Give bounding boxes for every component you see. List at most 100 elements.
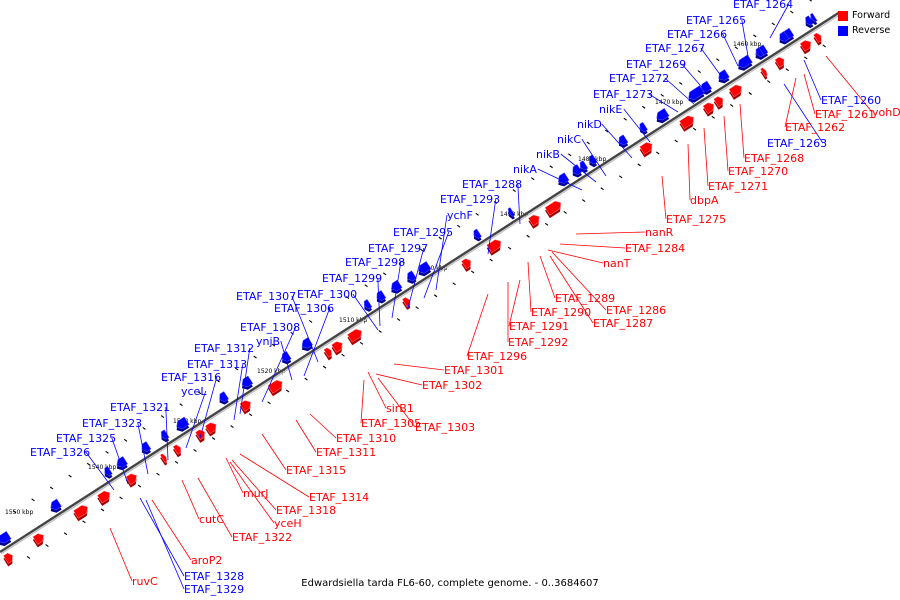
reverse-gene-arrow[interactable] [688, 85, 705, 100]
reverse-gene-label[interactable]: ychF [447, 209, 473, 222]
reverse-gene-label[interactable]: ETAF_1297 [368, 242, 428, 255]
forward-gene-label[interactable]: ETAF_1292 [508, 336, 568, 349]
forward-gene-arrow[interactable] [799, 40, 812, 52]
forward-gene-label[interactable]: nanT [603, 257, 631, 270]
forward-gene-arrow[interactable] [3, 552, 13, 564]
forward-gene-arrow[interactable] [331, 341, 343, 353]
forward-gene-arrow[interactable] [461, 258, 471, 270]
forward-gene-arrow[interactable] [195, 429, 205, 441]
forward-gene-label[interactable]: ETAF_1303 [415, 421, 475, 434]
forward-gene-label[interactable]: ETAF_1275 [666, 213, 726, 226]
forward-gene-label[interactable]: cutC [199, 513, 224, 526]
reverse-gene-arrow[interactable] [810, 12, 818, 23]
forward-gene-arrow[interactable] [679, 115, 694, 130]
reverse-gene-label[interactable]: ynjB [256, 335, 280, 348]
forward-gene-label[interactable]: yceH [274, 517, 302, 530]
reverse-gene-arrow[interactable] [558, 172, 570, 184]
forward-gene-arrow[interactable] [159, 453, 168, 463]
reverse-gene-label[interactable]: ETAF_1299 [322, 272, 382, 285]
forward-gene-label[interactable]: dbpA [690, 194, 719, 207]
forward-gene-label[interactable]: ETAF_1296 [467, 350, 527, 363]
reverse-gene-label[interactable]: ETAF_1267 [645, 42, 705, 55]
forward-gene-label[interactable]: yohD [872, 106, 900, 119]
reverse-gene-arrow[interactable] [718, 69, 730, 81]
reverse-gene-arrow[interactable] [376, 289, 387, 301]
reverse-gene-label[interactable]: nikA [513, 163, 537, 176]
forward-gene-label[interactable]: ETAF_1322 [232, 531, 292, 544]
reverse-gene-arrow[interactable] [639, 121, 649, 132]
forward-gene-arrow[interactable] [347, 328, 362, 343]
forward-gene-label[interactable]: ETAF_1289 [555, 292, 615, 305]
reverse-gene-arrow[interactable] [418, 260, 432, 274]
reverse-gene-label[interactable]: ETAF_1272 [609, 72, 669, 85]
reverse-gene-arrow[interactable] [737, 54, 753, 69]
forward-gene-label[interactable]: ETAF_1311 [316, 446, 376, 459]
reverse-gene-arrow[interactable] [507, 207, 516, 217]
reverse-gene-arrow[interactable] [618, 134, 629, 146]
forward-gene-label[interactable]: aroP2 [191, 554, 222, 567]
reverse-gene-arrow[interactable] [579, 160, 589, 171]
forward-gene-label[interactable]: ETAF_1318 [276, 504, 336, 517]
forward-gene-arrow[interactable] [239, 400, 251, 412]
reverse-gene-arrow[interactable] [779, 31, 790, 42]
reverse-gene-label[interactable]: ETAF_1306 [274, 302, 334, 315]
reverse-gene-label[interactable]: ETAF_1266 [667, 28, 727, 41]
forward-gene-label[interactable]: ETAF_1290 [531, 306, 591, 319]
forward-gene-label[interactable]: ETAF_1270 [728, 165, 788, 178]
reverse-gene-arrow[interactable] [301, 337, 314, 349]
forward-gene-label[interactable]: ETAF_1310 [336, 432, 396, 445]
reverse-gene-label[interactable]: nikD [577, 118, 602, 131]
reverse-gene-label[interactable]: ETAF_1269 [626, 58, 686, 71]
forward-gene-label[interactable]: ETAF_1301 [444, 364, 504, 377]
forward-gene-arrow[interactable] [728, 84, 742, 98]
forward-gene-label[interactable]: sirB1 [386, 402, 414, 415]
reverse-gene-label[interactable]: ETAF_1329 [184, 583, 244, 596]
reverse-gene-label[interactable]: ETAF_1307 [236, 290, 296, 303]
reverse-gene-arrow[interactable] [755, 47, 765, 58]
forward-gene-label[interactable]: ETAF_1268 [744, 152, 804, 165]
reverse-gene-label[interactable]: ETAF_1328 [184, 570, 244, 583]
reverse-gene-arrow[interactable] [141, 441, 152, 452]
reverse-gene-arrow[interactable] [0, 530, 12, 544]
reverse-gene-arrow[interactable] [50, 498, 62, 510]
forward-gene-arrow[interactable] [172, 444, 182, 455]
forward-gene-label[interactable]: ETAF_1314 [309, 491, 369, 504]
forward-gene-arrow[interactable] [760, 67, 768, 78]
forward-gene-label[interactable]: ETAF_1305 [361, 417, 421, 430]
reverse-gene-label[interactable]: ETAF_1321 [110, 401, 170, 414]
reverse-gene-arrow[interactable] [805, 15, 814, 26]
reverse-gene-label[interactable]: ETAF_1293 [440, 193, 500, 206]
reverse-gene-label[interactable]: ETAF_1298 [345, 256, 405, 269]
forward-gene-arrow[interactable] [73, 505, 88, 519]
forward-gene-arrow[interactable] [813, 32, 822, 43]
forward-gene-arrow[interactable] [204, 422, 217, 434]
reverse-gene-label[interactable]: ETAF_1313 [187, 358, 247, 371]
reverse-gene-arrow[interactable] [176, 416, 190, 430]
reverse-gene-arrow[interactable] [281, 350, 292, 362]
forward-gene-label[interactable]: ETAF_1291 [509, 320, 569, 333]
forward-gene-arrow[interactable] [267, 379, 283, 394]
forward-gene-arrow[interactable] [401, 297, 411, 308]
forward-gene-label[interactable]: nanR [645, 226, 674, 239]
forward-gene-arrow[interactable] [639, 142, 653, 155]
reverse-gene-label[interactable]: ETAF_1273 [593, 88, 653, 101]
forward-gene-label[interactable]: ETAF_1271 [708, 180, 768, 193]
forward-gene-arrow[interactable] [544, 200, 562, 216]
forward-gene-label[interactable]: ETAF_1284 [625, 242, 685, 255]
reverse-gene-label[interactable]: ETAF_1260 [821, 94, 881, 107]
reverse-gene-label[interactable]: ETAF_1265 [686, 14, 746, 27]
forward-gene-arrow[interactable] [125, 473, 137, 485]
reverse-gene-arrow[interactable] [656, 107, 670, 121]
reverse-gene-label[interactable]: yceL [181, 385, 207, 398]
forward-gene-arrow[interactable] [96, 490, 111, 504]
reverse-gene-arrow[interactable] [473, 228, 482, 239]
reverse-gene-label[interactable]: ETAF_1325 [56, 432, 116, 445]
reverse-gene-label[interactable]: ETAF_1326 [30, 446, 90, 459]
reverse-gene-arrow[interactable] [219, 391, 230, 402]
forward-gene-arrow[interactable] [774, 56, 785, 68]
forward-gene-arrow[interactable] [32, 533, 44, 545]
reverse-gene-label[interactable]: ETAF_1316 [161, 371, 221, 384]
reverse-gene-label[interactable]: ETAF_1323 [82, 417, 142, 430]
reverse-gene-label[interactable]: ETAF_1264 [733, 0, 793, 11]
forward-gene-label[interactable]: murJ [243, 487, 268, 500]
